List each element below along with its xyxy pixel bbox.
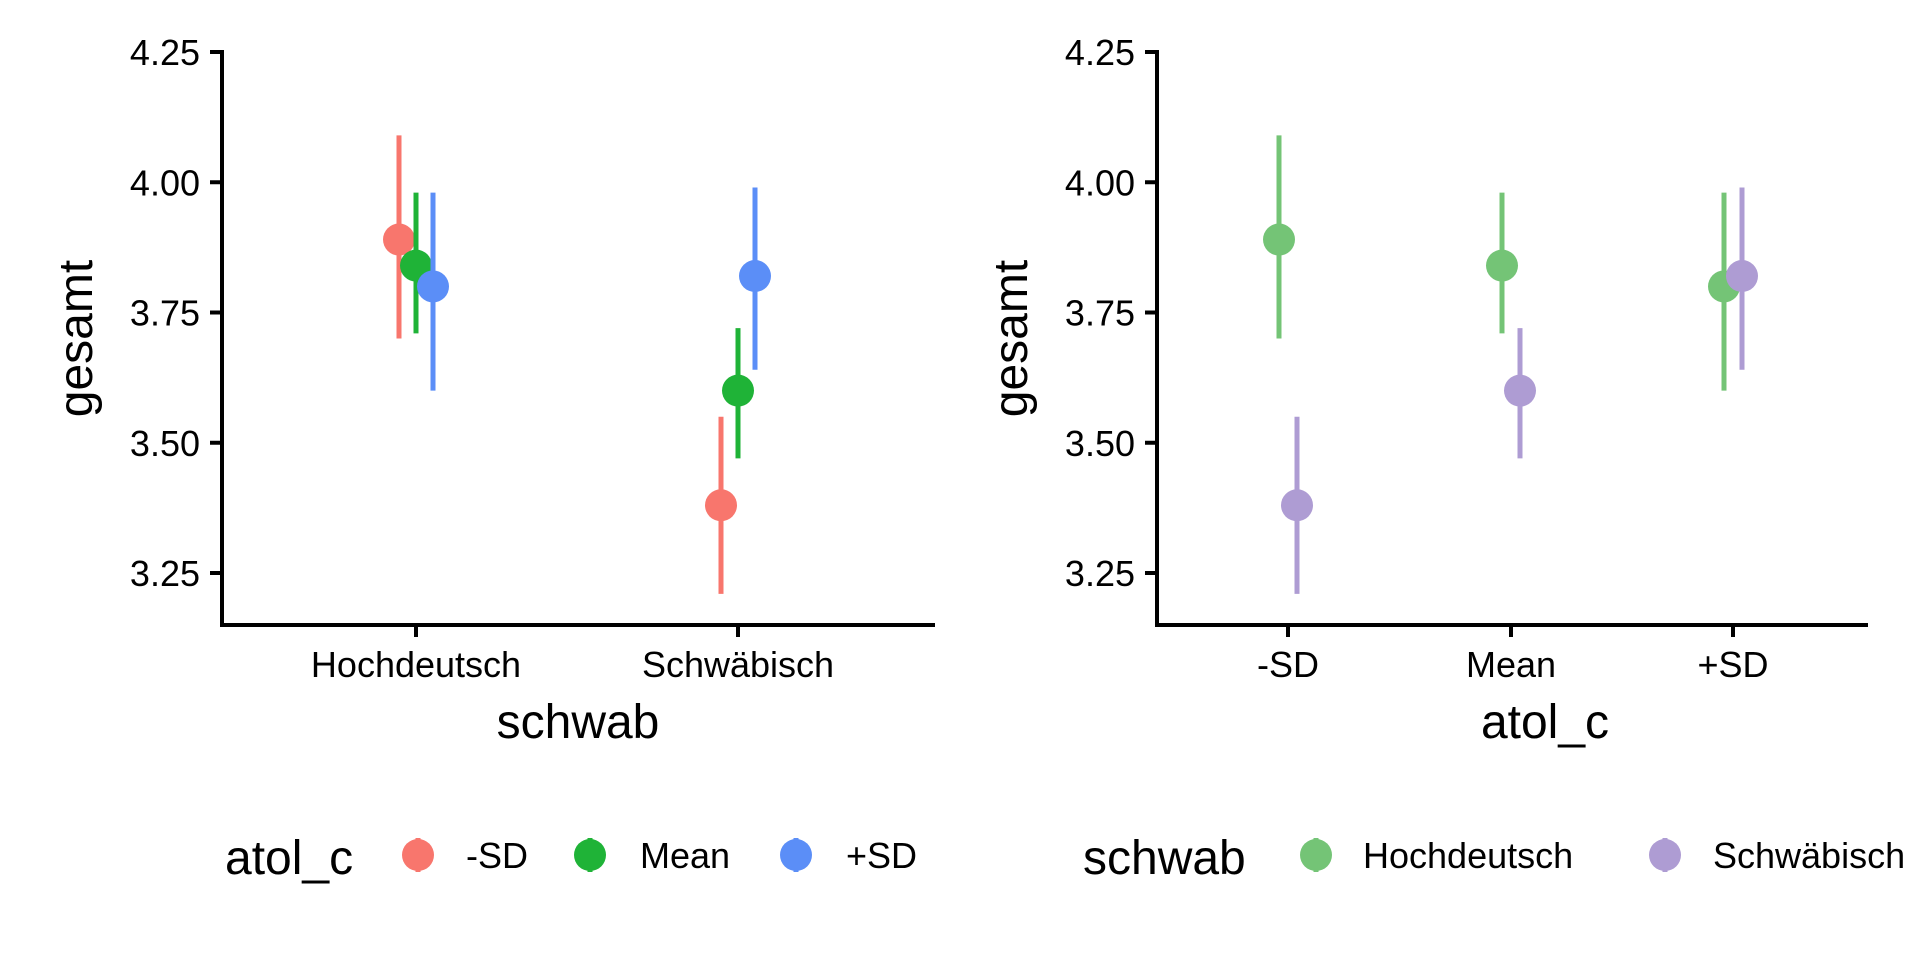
legend: atol_c -SD Mean +SD <box>225 832 917 885</box>
data-point <box>1504 374 1536 407</box>
y-tick-label: 3.50 <box>1065 423 1135 464</box>
legend-label: Hochdeutsch <box>1363 835 1573 876</box>
legend-label: Mean <box>640 835 730 876</box>
legend-key-dot <box>574 839 606 871</box>
x-tick-label: Schwäbisch <box>642 644 834 685</box>
data-point <box>705 489 737 522</box>
y-tick-label: 4.25 <box>1065 32 1135 73</box>
x-axis-title: schwab <box>497 696 660 749</box>
data-point <box>1486 249 1518 282</box>
y-axis-title: gesamt <box>985 260 1038 417</box>
legend-label: +SD <box>846 835 917 876</box>
right-panel: 3.25 3.50 3.75 4.00 4.25 -SD Mean +SD atol_c gesa… <box>985 32 1905 885</box>
legend-key-dot <box>1649 839 1681 871</box>
legend-key-dot <box>1300 839 1332 871</box>
x-tick-label: +SD <box>1697 644 1768 685</box>
data-point <box>1281 489 1313 522</box>
data-point <box>417 270 449 303</box>
y-tick-label: 3.25 <box>1065 553 1135 594</box>
legend-key-dot <box>780 839 812 871</box>
data-point <box>739 260 771 293</box>
legend-key-dot <box>402 839 434 871</box>
data-point <box>383 223 415 256</box>
x-tick-label: Hochdeutsch <box>311 644 521 685</box>
left-panel: 3.25 3.50 3.75 4.00 4.25 Hochdeutsch Schwäbisc… <box>50 32 935 885</box>
y-axis-title: gesamt <box>50 260 103 417</box>
x-tick-label: Mean <box>1466 644 1556 685</box>
y-tick-label: 3.75 <box>130 293 200 334</box>
series-schw-bisch <box>1281 187 1758 594</box>
y-tick-label: 4.25 <box>130 32 200 73</box>
series-hochdeutsch <box>1263 135 1740 391</box>
data-point <box>1726 260 1758 293</box>
data-point <box>722 374 754 407</box>
series--sd <box>417 187 771 391</box>
legend-title: atol_c <box>225 832 353 885</box>
y-tick-label: 3.50 <box>130 423 200 464</box>
y-tick-label: 4.00 <box>130 162 200 203</box>
y-tick-label: 4.00 <box>1065 162 1135 203</box>
legend-title: schwab <box>1083 832 1246 885</box>
x-tick-label: -SD <box>1257 644 1319 685</box>
legend: schwab Hochdeutsch Schwäbisch <box>1083 832 1905 885</box>
legend-label: -SD <box>466 835 528 876</box>
y-tick-label: 3.25 <box>130 553 200 594</box>
series--sd <box>383 135 737 594</box>
y-tick-label: 3.75 <box>1065 293 1135 334</box>
series-mean <box>400 192 754 459</box>
x-axis-title: atol_c <box>1481 696 1609 749</box>
legend-label: Schwäbisch <box>1713 835 1905 876</box>
data-point <box>1263 223 1295 256</box>
